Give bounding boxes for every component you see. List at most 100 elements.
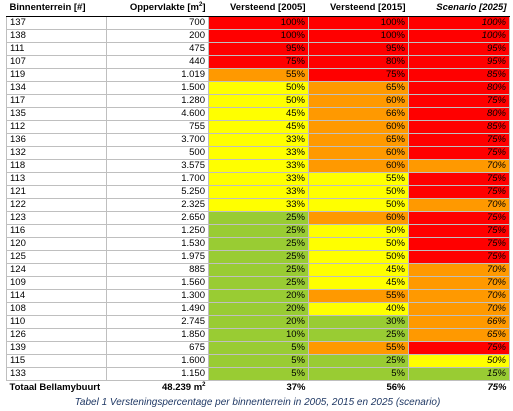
cell-oppervlakte: 1.250 bbox=[106, 224, 209, 238]
table-body: 137 700 100% 100% 100% 138 200 100% 100% 100% 111 4… bbox=[6, 16, 510, 381]
cell-versteend-2015: 65% bbox=[308, 81, 409, 95]
cell-oppervlakte: 5.250 bbox=[106, 185, 209, 199]
cell-versteend-2005: 25% bbox=[208, 237, 309, 251]
table-row: 107 440 75% 80% 95% bbox=[6, 55, 510, 69]
cell-oppervlakte: 1.600 bbox=[106, 354, 209, 368]
table-row: 121 5.250 33% 50% 75% bbox=[6, 185, 510, 199]
cell-binnenterrein: 110 bbox=[6, 315, 107, 329]
total-oppervlakte-text: 48.239 m bbox=[162, 382, 203, 393]
header-oppervlakte-end: ] bbox=[202, 2, 206, 13]
cell-binnenterrein: 124 bbox=[6, 263, 107, 277]
cell-versteend-2005: 33% bbox=[208, 185, 309, 199]
total-scenario-2025: 75% bbox=[408, 380, 510, 394]
cell-scenario-2025: 75% bbox=[408, 211, 510, 225]
cell-versteend-2015: 60% bbox=[308, 94, 409, 108]
cell-versteend-2015: 55% bbox=[308, 289, 409, 303]
cell-versteend-2015: 50% bbox=[308, 198, 409, 212]
table-footer: Totaal Bellamybuurt 48.239 m2 37% 56% 75… bbox=[6, 380, 510, 394]
cell-scenario-2025: 85% bbox=[408, 68, 510, 82]
cell-scenario-2025: 95% bbox=[408, 55, 510, 69]
cell-versteend-2005: 20% bbox=[208, 289, 309, 303]
table-row: 112 755 45% 60% 85% bbox=[6, 120, 510, 134]
cell-versteend-2015: 55% bbox=[308, 172, 409, 186]
table-row: 115 1.600 5% 25% 50% bbox=[6, 354, 510, 368]
header-binnenterrein: Binnenterrein [#] bbox=[6, 0, 107, 17]
cell-scenario-2025: 80% bbox=[408, 81, 510, 95]
header-oppervlakte: Oppervlakte [m2] bbox=[106, 0, 209, 17]
total-versteend-2005: 37% bbox=[208, 380, 309, 394]
cell-versteend-2015: 50% bbox=[308, 185, 409, 199]
total-oppervlakte-sup: 2 bbox=[202, 381, 206, 388]
cell-oppervlakte: 755 bbox=[106, 120, 209, 134]
table-row: 137 700 100% 100% 100% bbox=[6, 16, 510, 30]
table-row: 135 4.600 45% 66% 80% bbox=[6, 107, 510, 121]
cell-versteend-2005: 33% bbox=[208, 198, 309, 212]
cell-versteend-2015: 80% bbox=[308, 55, 409, 69]
cell-oppervlakte: 440 bbox=[106, 55, 209, 69]
table-row: 117 1.280 50% 60% 75% bbox=[6, 94, 510, 108]
cell-oppervlakte: 1.490 bbox=[106, 302, 209, 316]
cell-binnenterrein: 137 bbox=[6, 16, 107, 30]
cell-binnenterrein: 139 bbox=[6, 341, 107, 355]
cell-versteend-2005: 25% bbox=[208, 224, 309, 238]
cell-versteend-2015: 55% bbox=[308, 341, 409, 355]
cell-scenario-2025: 65% bbox=[408, 328, 510, 342]
cell-versteend-2015: 45% bbox=[308, 276, 409, 290]
cell-oppervlakte: 500 bbox=[106, 146, 209, 160]
cell-versteend-2005: 55% bbox=[208, 68, 309, 82]
cell-scenario-2025: 66% bbox=[408, 315, 510, 329]
cell-oppervlakte: 1.560 bbox=[106, 276, 209, 290]
cell-oppervlakte: 2.650 bbox=[106, 211, 209, 225]
cell-versteend-2005: 33% bbox=[208, 133, 309, 147]
cell-oppervlakte: 1.975 bbox=[106, 250, 209, 264]
cell-binnenterrein: 138 bbox=[6, 29, 107, 43]
cell-versteend-2015: 60% bbox=[308, 159, 409, 173]
cell-versteend-2005: 10% bbox=[208, 328, 309, 342]
table-row: 120 1.530 25% 50% 75% bbox=[6, 237, 510, 251]
cell-versteend-2015: 75% bbox=[308, 68, 409, 82]
cell-versteend-2015: 60% bbox=[308, 211, 409, 225]
cell-binnenterrein: 113 bbox=[6, 172, 107, 186]
cell-scenario-2025: 75% bbox=[408, 146, 510, 160]
cell-binnenterrein: 126 bbox=[6, 328, 107, 342]
cell-binnenterrein: 133 bbox=[6, 367, 107, 381]
cell-versteend-2005: 5% bbox=[208, 367, 309, 381]
cell-binnenterrein: 115 bbox=[6, 354, 107, 368]
table-row: 132 500 33% 60% 75% bbox=[6, 146, 510, 160]
table-row: 134 1.500 50% 65% 80% bbox=[6, 81, 510, 95]
table-row: 108 1.490 20% 40% 70% bbox=[6, 302, 510, 316]
cell-binnenterrein: 136 bbox=[6, 133, 107, 147]
cell-oppervlakte: 1.530 bbox=[106, 237, 209, 251]
table-row: 139 675 5% 55% 75% bbox=[6, 341, 510, 355]
header-scenario-2025: Scenario [2025] bbox=[408, 0, 510, 17]
total-label: Totaal Bellamybuurt bbox=[6, 380, 107, 394]
cell-oppervlakte: 3.575 bbox=[106, 159, 209, 173]
cell-oppervlakte: 2.325 bbox=[106, 198, 209, 212]
cell-scenario-2025: 70% bbox=[408, 302, 510, 316]
cell-versteend-2015: 40% bbox=[308, 302, 409, 316]
cell-binnenterrein: 117 bbox=[6, 94, 107, 108]
cell-versteend-2015: 25% bbox=[308, 354, 409, 368]
cell-oppervlakte: 1.300 bbox=[106, 289, 209, 303]
cell-scenario-2025: 85% bbox=[408, 120, 510, 134]
cell-versteend-2005: 33% bbox=[208, 159, 309, 173]
header-oppervlakte-sup: 2 bbox=[198, 1, 203, 8]
cell-oppervlakte: 1.019 bbox=[106, 68, 209, 82]
cell-scenario-2025: 70% bbox=[408, 263, 510, 277]
total-oppervlakte: 48.239 m2 bbox=[106, 380, 209, 394]
cell-oppervlakte: 1.280 bbox=[106, 94, 209, 108]
cell-versteend-2005: 20% bbox=[208, 302, 309, 316]
cell-versteend-2005: 25% bbox=[208, 263, 309, 277]
cell-binnenterrein: 122 bbox=[6, 198, 107, 212]
cell-versteend-2005: 5% bbox=[208, 341, 309, 355]
cell-versteend-2005: 50% bbox=[208, 81, 309, 95]
total-versteend-2015: 56% bbox=[308, 380, 409, 394]
cell-binnenterrein: 109 bbox=[6, 276, 107, 290]
cell-oppervlakte: 700 bbox=[106, 16, 209, 30]
cell-binnenterrein: 123 bbox=[6, 211, 107, 225]
cell-versteend-2005: 25% bbox=[208, 250, 309, 264]
table-row: 116 1.250 25% 50% 75% bbox=[6, 224, 510, 238]
cell-scenario-2025: 75% bbox=[408, 133, 510, 147]
cell-versteend-2015: 66% bbox=[308, 107, 409, 121]
cell-versteend-2015: 60% bbox=[308, 120, 409, 134]
